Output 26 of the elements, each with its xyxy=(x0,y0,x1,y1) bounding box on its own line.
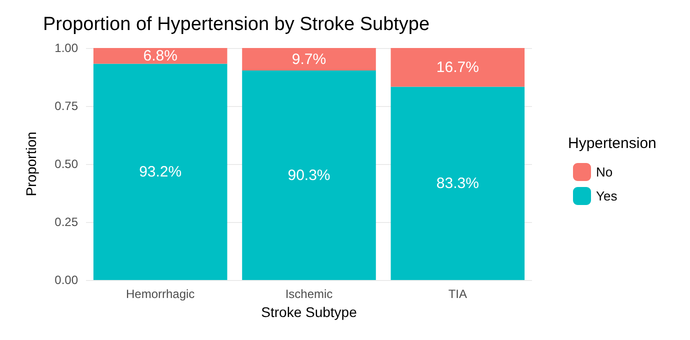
x-axis-title: Stroke Subtype xyxy=(261,304,358,320)
data-label: 6.8% xyxy=(143,47,178,64)
bar xyxy=(93,48,228,64)
x-tick-label: Ischemic xyxy=(285,287,333,301)
y-tick-label: 0.75 xyxy=(54,99,78,113)
legend-label: No xyxy=(596,164,613,180)
bar xyxy=(390,86,525,280)
legend-title: Hypertension xyxy=(568,135,656,152)
y-tick-label: 1.00 xyxy=(54,41,78,55)
data-label: 93.2% xyxy=(139,163,182,180)
x-tick-label: TIA xyxy=(448,287,468,301)
y-axis-title: Proportion xyxy=(23,132,39,196)
bar xyxy=(93,64,228,280)
y-tick-label: 0.00 xyxy=(54,273,78,287)
bar xyxy=(242,48,376,71)
bar xyxy=(242,70,376,280)
data-label: 83.3% xyxy=(436,174,479,192)
y-tick-label: 0.25 xyxy=(54,215,78,229)
chart-title: Proportion of Hypertension by Stroke Subtype xyxy=(43,14,430,35)
legend-label: Yes xyxy=(596,188,618,204)
data-label: 16.7% xyxy=(436,58,479,76)
data-label: 9.7% xyxy=(292,50,326,68)
data-label: 90.3% xyxy=(288,166,330,184)
y-tick-label: 0.50 xyxy=(54,157,78,171)
bar xyxy=(390,48,525,87)
x-tick-label: Hemorrhagic xyxy=(126,287,195,301)
